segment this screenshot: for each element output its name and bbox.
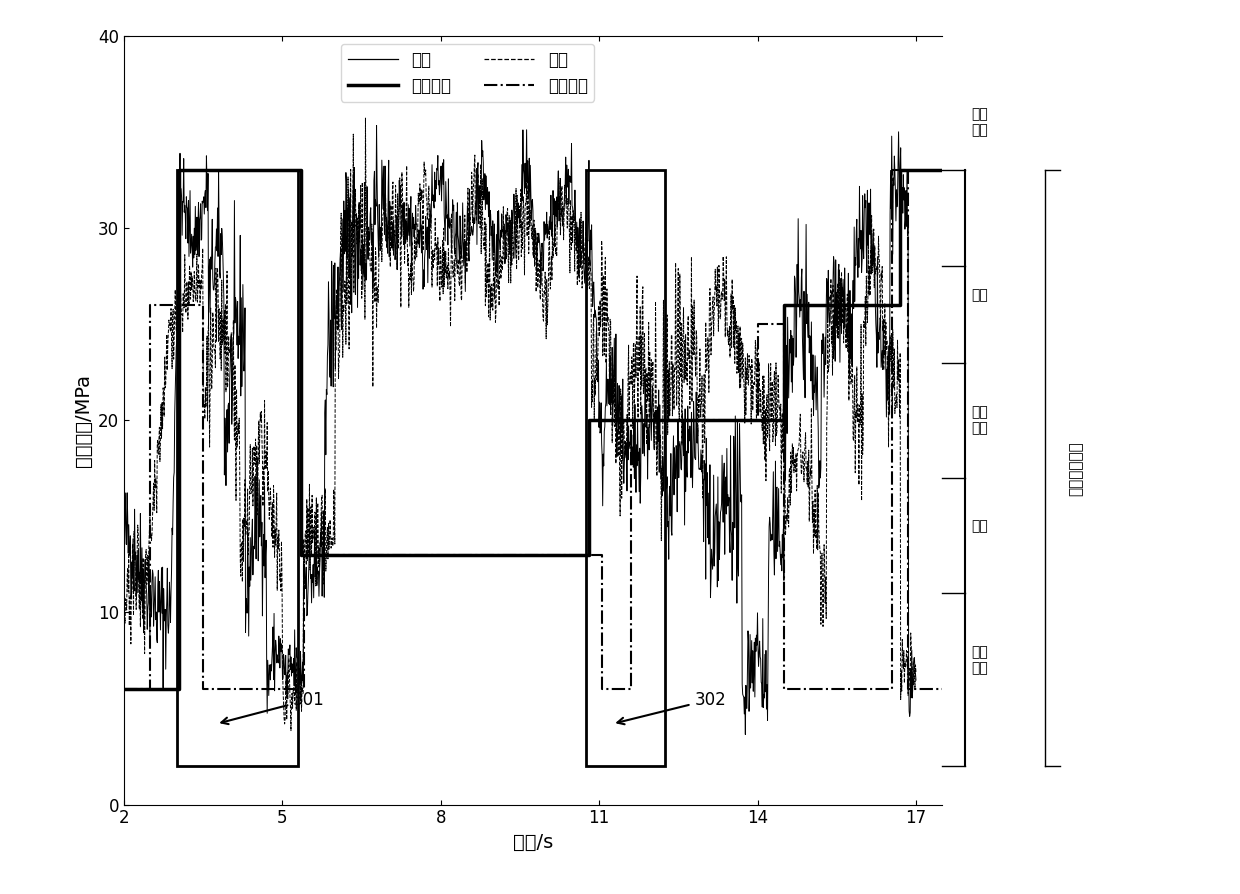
Text: 空斗
返回: 空斗 返回 bbox=[971, 107, 988, 138]
Y-axis label: 双泵压力/MPa: 双泵压力/MPa bbox=[73, 374, 93, 467]
Legend: 前泵, 理论阶段, 后泵, 识别阶段: 前泵, 理论阶段, 后泵, 识别阶段 bbox=[341, 44, 594, 102]
Bar bbox=[177, 170, 299, 766]
Text: 提升
回转: 提升 回转 bbox=[971, 405, 988, 435]
X-axis label: 时间/s: 时间/s bbox=[513, 833, 553, 852]
Text: 301: 301 bbox=[221, 691, 325, 724]
Text: 挖掘
准备: 挖掘 准备 bbox=[971, 645, 988, 676]
Bar bbox=[587, 170, 665, 766]
Text: 302: 302 bbox=[618, 691, 725, 724]
Text: 卸荷: 卸荷 bbox=[971, 288, 988, 302]
Text: 挖掘: 挖掘 bbox=[971, 519, 988, 533]
Text: 工作循环阶段: 工作循环阶段 bbox=[1069, 441, 1084, 495]
